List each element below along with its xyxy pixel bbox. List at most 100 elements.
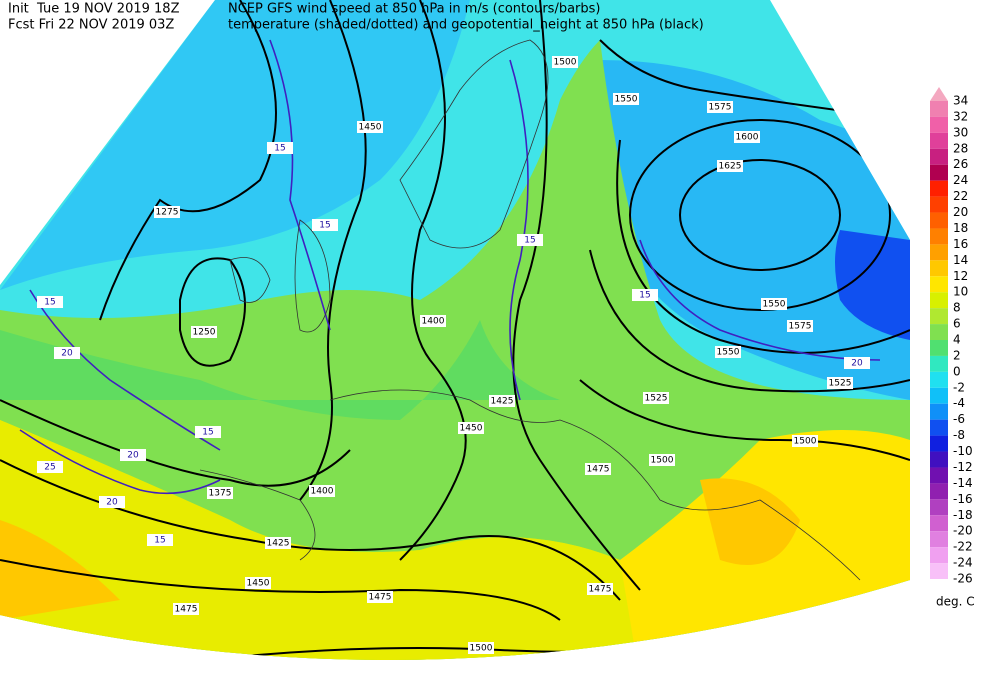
wind-label: 25 [44,463,55,473]
height-label: 1475 [369,593,392,603]
colorbar-bin [930,308,948,325]
colorbar-label: -14 [953,476,973,490]
colorbar-label: -24 [953,556,973,570]
colorbar-bin [930,451,948,468]
height-label: 1425 [491,397,514,407]
colorbar-bin [930,563,948,579]
wind-label: 20 [61,349,73,359]
colorbar-bin [930,276,948,293]
contour [299,0,367,501]
height-label: 1500 [470,644,493,654]
height-label-bg [734,131,760,143]
height-label-bg [827,377,853,389]
height-label-bg [420,315,446,327]
colorbar-label: 18 [953,221,968,235]
colorbar-label: 34 [953,94,968,108]
temp-shade [835,230,910,340]
height-label-bg [649,454,675,466]
colorbar-label: 24 [953,173,968,187]
wind-label: 20 [106,498,118,508]
height-label: 1525 [645,394,668,404]
contour-labels: 1450 1275 1250 1400 1425 1450 1375 1400 1425 1450… [37,56,870,654]
height-label: 1550 [763,300,786,310]
height-label-bg [792,435,818,447]
colorbar-label: 10 [953,285,968,299]
colorbar-label: 20 [953,205,968,219]
height-label-bg [715,346,741,358]
contour [589,249,910,393]
height-label-bg [357,121,383,133]
colorbar-label: 8 [953,301,961,315]
height-label-bg [191,326,217,338]
height-label: 1500 [651,456,674,466]
colorbar-label: 32 [953,109,968,123]
contour [679,159,841,271]
colorbar-label: -6 [953,412,965,426]
height-label: 1425 [267,539,290,549]
contour [639,239,881,361]
contour [99,0,277,321]
colorbar-bin [930,499,948,516]
colorbar-label: -18 [953,508,973,522]
wind-label-bg [517,234,543,246]
colorbar-bin [930,292,948,309]
height-contours [0,0,910,660]
height-label-bg [587,583,613,595]
coast [399,39,549,249]
wind-label-bg [632,289,658,301]
colorbar-label: 12 [953,269,968,283]
colorbar-cap [930,87,948,101]
wind-label-bg [37,461,63,473]
contour [579,379,910,461]
colorbar-bin [930,196,948,213]
contour [29,289,221,451]
wind-label-bg [147,534,173,546]
colorbar-label: 26 [953,157,968,171]
colorbar-bin [930,116,948,133]
colorbar-units: deg. C [936,595,975,609]
colorbar-label: -12 [953,460,973,474]
colorbar-bin [930,244,948,261]
wind-label-bg [37,296,63,308]
coast [229,257,271,303]
colorbar-label: -20 [953,524,973,538]
colorbar-label: 16 [953,237,968,251]
colorbar-bin [930,515,948,532]
colorbar-label: 30 [953,125,968,139]
colorbar-bin [930,419,948,436]
wind-contours [19,39,881,495]
title-line1: NCEP GFS wind speed at 850 hPa in m/s (c… [228,2,601,17]
colorbar-bin [930,101,948,117]
height-label: 1250 [193,328,216,338]
temp-shade [0,0,470,290]
wind-label-bg [312,219,338,231]
height-label: 1275 [156,208,179,218]
height-label-bg [154,206,180,218]
height-label: 1550 [717,348,740,358]
colorbar-label: -4 [953,396,965,410]
colorbar-label: 6 [953,317,961,331]
contour [0,559,561,621]
temp-shade [700,478,800,565]
contour [179,257,246,367]
colorbar-bin [930,180,948,197]
contour [629,119,891,311]
height-label: 1400 [311,487,334,497]
coastlines [199,39,861,581]
coast [294,219,331,333]
height-label: 1500 [794,437,817,447]
height-label-bg [265,537,291,549]
wind-label: 15 [639,291,650,301]
contour [616,139,910,354]
height-label-bg [613,93,639,105]
colorbar-bin [930,340,948,356]
wind-label: 15 [274,144,285,154]
height-label: 1475 [175,605,198,615]
colorbar-label: 14 [953,253,968,267]
colorbar-bin [930,435,948,452]
height-label-bg [458,422,484,434]
height-label: 1625 [719,162,742,172]
wind-label: 15 [319,221,330,231]
height-label-bg [717,160,743,172]
height-label: 1575 [789,322,812,332]
